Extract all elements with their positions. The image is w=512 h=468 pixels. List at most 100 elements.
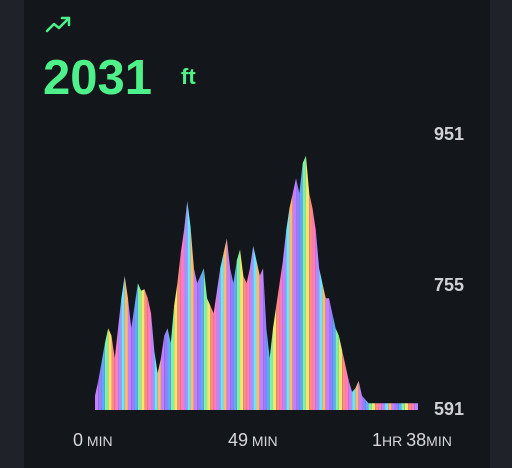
- elevation-band: [141, 289, 145, 410]
- elevation-band: [348, 380, 353, 410]
- elevation-band: [170, 305, 175, 410]
- elevation-band: [200, 268, 204, 410]
- elevation-band: [131, 305, 135, 410]
- elevation-band: [309, 193, 313, 410]
- elevation-band: [345, 365, 349, 410]
- elevation-band: [319, 268, 323, 410]
- elevation-band: [243, 275, 247, 410]
- elevation-band: [355, 380, 359, 410]
- elevation-band: [322, 283, 326, 410]
- elevation-band: [137, 283, 142, 410]
- elevation-band: [332, 313, 336, 410]
- elevation-band: [108, 328, 112, 410]
- elevation-band: [220, 253, 224, 410]
- elevation-unit: ft: [181, 64, 196, 89]
- elevation-band: [124, 275, 128, 410]
- elevation-band: [164, 328, 168, 410]
- elevation-band: [144, 289, 148, 410]
- x-tick-label: 49 MIN: [228, 430, 278, 450]
- elevation-band: [342, 350, 346, 410]
- elevation-band: [147, 298, 152, 410]
- elevation-band: [95, 380, 99, 410]
- elevation-band: [385, 403, 389, 410]
- elevation-band: [411, 403, 415, 410]
- elevation-band: [404, 403, 409, 410]
- elevation-band: [388, 403, 392, 410]
- elevation-band: [289, 193, 293, 410]
- elevation-band: [325, 298, 330, 410]
- elevation-band: [127, 298, 132, 410]
- elevation-band: [299, 163, 303, 410]
- elevation-band: [276, 283, 280, 410]
- elevation-band: [312, 208, 316, 410]
- elevation-band: [296, 178, 300, 410]
- elevation-band: [151, 313, 155, 410]
- elevation-band: [329, 298, 333, 410]
- elevation-band: [213, 290, 217, 410]
- elevation-band: [394, 403, 399, 410]
- elevation-band: [154, 350, 158, 410]
- elevation-band: [98, 362, 102, 410]
- elevation-band: [134, 283, 138, 410]
- elevation-band: [246, 268, 250, 410]
- elevation-band: [335, 328, 339, 410]
- elevation-band: [315, 230, 320, 410]
- elevation-band: [381, 403, 386, 410]
- x-tick-label: 1HR 38MIN: [372, 430, 452, 450]
- elevation-band: [111, 335, 115, 410]
- elevation-band: [207, 298, 211, 410]
- elevation-band: [104, 328, 109, 410]
- elevation-band: [249, 245, 254, 410]
- elevation-band: [256, 260, 260, 410]
- elevation-band: [216, 268, 221, 410]
- y-tick-label: 951: [433, 124, 464, 144]
- elevation-band: [157, 358, 161, 410]
- elevation-band: [279, 260, 283, 410]
- elevation-band: [190, 227, 194, 410]
- elevation-band: [352, 388, 356, 410]
- elevation-band: [378, 403, 382, 410]
- elevation-band: [223, 238, 227, 410]
- elevation-band: [183, 200, 188, 410]
- elevation-band: [338, 335, 343, 410]
- elevation-gain: 2031 ft: [43, 50, 196, 106]
- elevation-band: [193, 268, 198, 410]
- elevation-band: [263, 268, 267, 410]
- elevation-band: [160, 335, 165, 410]
- elevation-band: [292, 178, 297, 410]
- elevation-band: [230, 268, 234, 410]
- elevation-band: [282, 230, 287, 410]
- elevation-band: [197, 275, 201, 410]
- elevation-band: [118, 298, 122, 410]
- y-tick-label: 755: [433, 275, 464, 295]
- elevation-band: [375, 403, 379, 410]
- elevation-band: [114, 328, 119, 410]
- elevation-band: [226, 238, 231, 410]
- elevation-band: [272, 305, 277, 410]
- trending-up-icon: [45, 16, 71, 33]
- elevation-band: [368, 403, 372, 410]
- elevation-band: [371, 403, 376, 410]
- elevation-band: [269, 328, 273, 410]
- elevation-band: [365, 399, 369, 410]
- elevation-band: [253, 245, 257, 410]
- elevation-band: [240, 249, 244, 410]
- elevation-band: [121, 275, 125, 410]
- elevation-band: [187, 200, 191, 410]
- elevation-band: [398, 403, 402, 410]
- elevation-band: [167, 328, 171, 410]
- elevation-value: 2031: [43, 51, 153, 105]
- elevation-band: [203, 268, 208, 410]
- elevation-band: [174, 283, 178, 410]
- elevation-band: [391, 403, 395, 410]
- elevation-band: [259, 268, 264, 410]
- elevation-band: [305, 155, 310, 410]
- elevation-band: [177, 253, 181, 410]
- elevation-band: [266, 328, 270, 410]
- elevation-band: [101, 343, 105, 410]
- y-tick-label: 591: [433, 399, 464, 419]
- elevation-band: [180, 230, 184, 410]
- elevation-band: [401, 403, 405, 410]
- elevation-band: [233, 260, 237, 410]
